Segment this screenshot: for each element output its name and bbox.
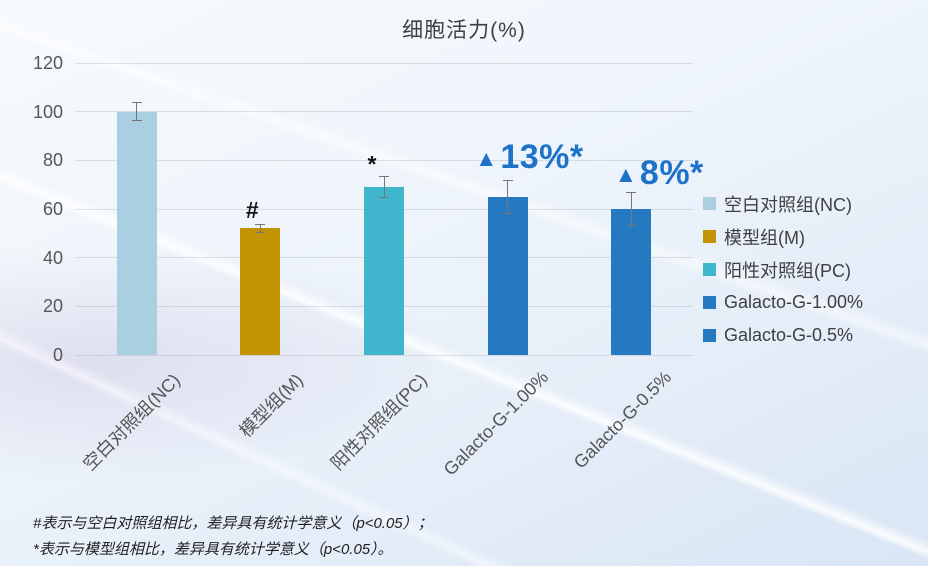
- legend-swatch: [703, 296, 716, 309]
- legend-item: Galacto-G-0.5%: [703, 324, 863, 347]
- bar-模型组(M): [240, 228, 281, 355]
- triangle-up-icon: ▲: [475, 146, 501, 172]
- legend-swatch: [703, 329, 716, 342]
- footnote-hash: #表示与空白对照组相比，差异具有统计学意义（p<0.05）；: [33, 515, 433, 532]
- y-axis-tick-label: 20: [42, 296, 63, 317]
- y-axis-tick-label: 80: [42, 150, 63, 171]
- y-axis-tick-label: 60: [42, 199, 63, 219]
- x-axis-category-label: Galacto-G-1.00%: [439, 367, 552, 480]
- legend-item-label: Galacto-G-1.00%: [724, 292, 864, 312]
- legend-item: 空白对照组(NC): [703, 192, 863, 215]
- legend-item: 阳性对照组(PC): [703, 258, 863, 281]
- bar-annotation: ▲8%*: [614, 153, 704, 192]
- error-bar: [502, 179, 513, 214]
- footnote-star: *表示与模型组相比，差异具有统计学意义（p<0.05）。: [33, 541, 393, 558]
- bar-annotation: ▲13%*: [475, 137, 584, 176]
- y-axis-tick-label: 100: [32, 101, 63, 122]
- plot-area: # * ▲13%* ▲8%*: [75, 62, 703, 356]
- legend-item-label: 空白对照组(NC): [724, 194, 852, 215]
- bar-annotation: #: [245, 196, 259, 223]
- legend-item-label: 模型组(M): [724, 227, 805, 248]
- bar-Galacto-G-0.5%: [611, 209, 652, 355]
- gridline: [75, 62, 693, 64]
- chart-title: 细胞活力(%): [402, 19, 526, 42]
- legend-swatch: [703, 263, 716, 276]
- error-bar: [131, 101, 142, 122]
- bar-空白对照组(NC): [116, 111, 157, 355]
- x-axis-category-label: 模型组(M): [235, 369, 308, 442]
- legend-item-label: 阳性对照组(PC): [724, 260, 851, 281]
- gridline: [75, 159, 693, 161]
- triangle-up-icon: ▲: [614, 162, 640, 188]
- legend-item: Galacto-G-1.00%: [703, 291, 863, 314]
- footnotes: #表示与空白对照组相比，差异具有统计学意义（p<0.05）； *表示与模型组相比…: [33, 511, 433, 563]
- gridline: [75, 354, 693, 356]
- error-bar: [626, 191, 637, 227]
- x-axis-category-label: 阳性对照组(PC): [327, 369, 431, 474]
- bar-阳性对照组(PC): [364, 187, 404, 355]
- bar-annotation: *: [367, 151, 377, 178]
- legend-item: 模型组(M): [703, 225, 863, 248]
- x-axis-category-label: Galacto-G-0.5%: [569, 367, 676, 473]
- error-bar: [255, 223, 266, 234]
- x-axis-category-label: 空白对照组(NC): [79, 369, 184, 475]
- gridline: [75, 111, 693, 113]
- legend-swatch: [703, 197, 716, 210]
- y-axis-tick-label: 40: [42, 247, 63, 268]
- legend-item-label: Galacto-G-0.5%: [724, 325, 854, 345]
- bar-Galacto-G-1.00%: [487, 196, 528, 355]
- legend: 空白对照组(NC) 模型组(M) 阳性对照组(PC) Galacto-G-1.00% G…: [703, 192, 863, 357]
- legend-swatch: [703, 230, 716, 243]
- y-axis-tick-label: 120: [32, 53, 63, 73]
- error-bar: [379, 176, 389, 199]
- y-axis-tick-label: 0: [52, 345, 63, 365]
